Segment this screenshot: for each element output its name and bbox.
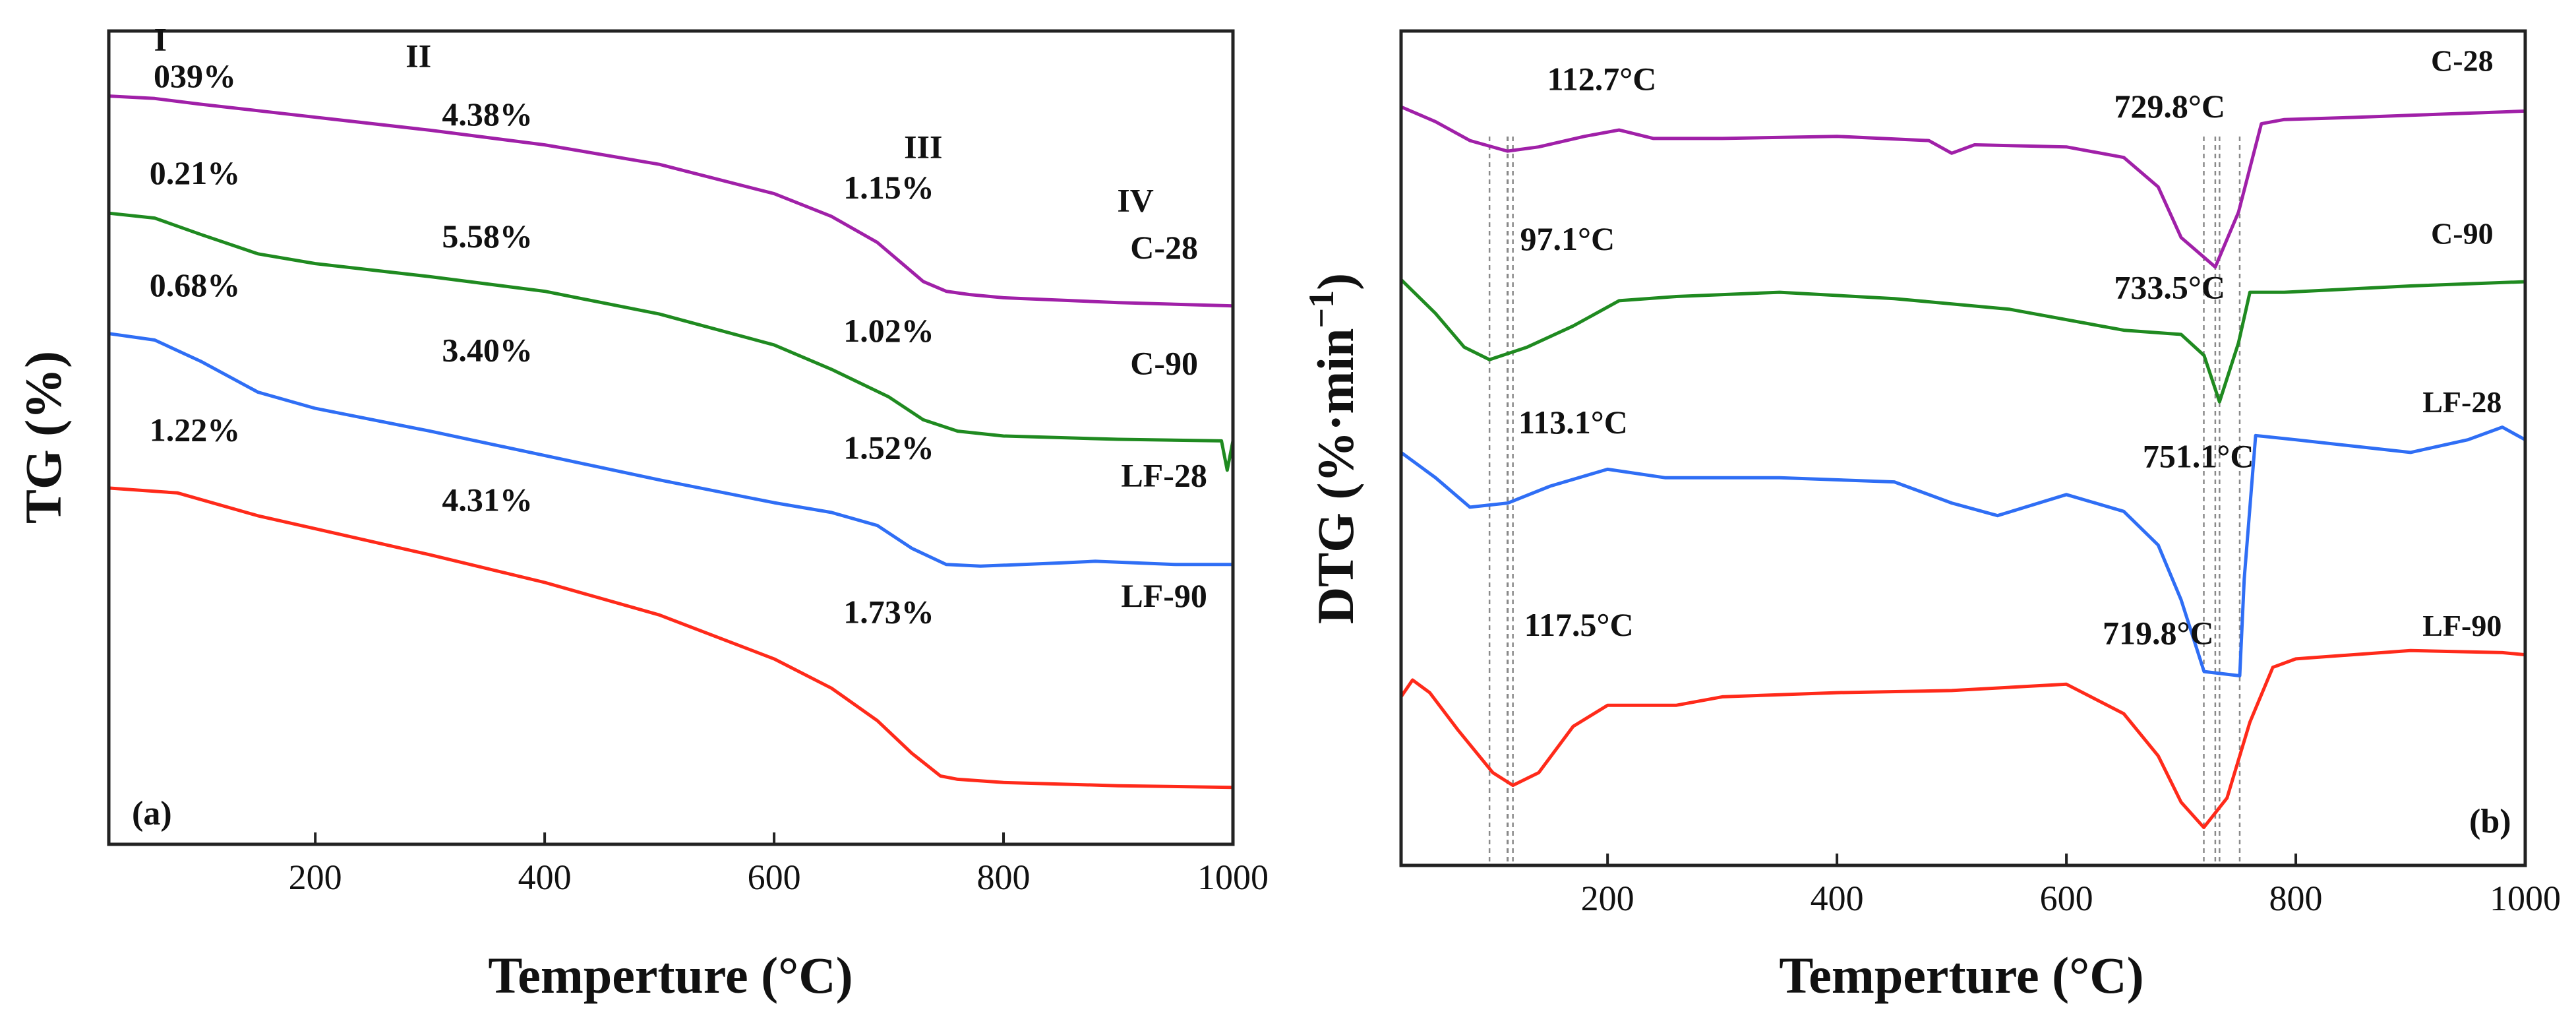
dtg-panel: 200 400 600 800 1000 112.7°C 729.8°C 97.1°C 733… bbox=[1302, 29, 2561, 1004]
dtg-y-axis-title-close: ) bbox=[1307, 273, 1364, 290]
dtg-annotation: 729.8°C bbox=[2114, 88, 2225, 125]
tg-region-label: III bbox=[904, 128, 942, 165]
dtg-x-tick-label: 600 bbox=[2040, 879, 2093, 918]
tg-series-label-c-90: C-90 bbox=[1130, 344, 1198, 381]
dtg-series-label-lf-28: LF-28 bbox=[2422, 385, 2501, 419]
tg-annotation: 0.21% bbox=[150, 154, 241, 191]
dtg-x-tick-label: 200 bbox=[1581, 879, 1634, 918]
dtg-curve-lf-28 bbox=[1399, 425, 2527, 677]
tg-series-label-lf-28: LF-28 bbox=[1121, 456, 1207, 493]
tg-series-labels: C-28 C-90 LF-28 LF-90 bbox=[1121, 229, 1207, 614]
tg-annotation: 1.22% bbox=[150, 411, 241, 448]
tg-panel: 200 400 600 800 1000 039% 4.38% 1.15% 0.21% 5.58… bbox=[15, 21, 1269, 1004]
dtg-y-axis-title: DTG (%·min−1) bbox=[1302, 273, 1364, 624]
dtg-annotation: 733.5°C bbox=[2114, 269, 2225, 306]
dtg-curve-lf-90 bbox=[1399, 648, 2527, 829]
tg-x-axis-title: Temperture (°C) bbox=[488, 947, 853, 1004]
dtg-x-axis-title: Temperture (°C) bbox=[1779, 947, 2143, 1004]
tg-plot-frame bbox=[107, 29, 1235, 846]
dtg-annotation: 112.7°C bbox=[1547, 60, 1657, 97]
tg-curve-lf-90 bbox=[107, 486, 1235, 790]
tg-y-axis-title: TG (%) bbox=[15, 351, 72, 524]
tg-annotation: 5.58% bbox=[442, 218, 533, 255]
tg-annotation: 0.68% bbox=[150, 266, 241, 303]
dtg-x-tick-label: 1000 bbox=[2490, 879, 2561, 918]
dtg-curve-c-28 bbox=[1399, 105, 2527, 269]
tg-x-ticks: 200 400 600 800 1000 bbox=[289, 832, 1269, 897]
tg-series-label-c-28: C-28 bbox=[1130, 229, 1198, 266]
tg-x-tick-label: 1000 bbox=[1197, 858, 1269, 897]
dtg-annotations: 112.7°C 729.8°C 97.1°C 733.5°C 113.1°C 751.1°… bbox=[1518, 60, 2254, 651]
dtg-annotation: 751.1°C bbox=[2143, 437, 2254, 474]
dtg-plot-frame bbox=[1399, 29, 2527, 867]
tg-x-tick-label: 200 bbox=[289, 858, 342, 897]
dtg-x-tick-label: 800 bbox=[2269, 879, 2323, 918]
tg-region-label: I bbox=[154, 21, 167, 58]
tg-x-tick-label: 800 bbox=[977, 858, 1031, 897]
dtg-y-axis-title-main: DTG (%·min bbox=[1307, 328, 1364, 625]
tg-x-tick-label: 600 bbox=[748, 858, 801, 897]
tg-annotation: 3.40% bbox=[442, 332, 533, 369]
tg-curve-lf-28 bbox=[107, 332, 1235, 568]
tg-annotations: 039% 4.38% 1.15% 0.21% 5.58% 1.02% 0.68% 3.40% 1… bbox=[150, 21, 1154, 631]
tg-region-label: II bbox=[405, 37, 431, 74]
dtg-curves bbox=[1399, 105, 2527, 829]
dtg-annotation: 113.1°C bbox=[1518, 404, 1628, 441]
dtg-series-labels: C-28 C-90 LF-28 LF-90 bbox=[2422, 44, 2501, 642]
tg-curve-c-90 bbox=[107, 211, 1235, 472]
dtg-x-tick-label: 400 bbox=[1811, 879, 1864, 918]
dtg-curve-c-90 bbox=[1399, 278, 2527, 404]
tg-annotation: 1.02% bbox=[843, 312, 934, 349]
tg-curves bbox=[107, 94, 1235, 790]
tg-annotation: 1.52% bbox=[843, 429, 934, 466]
dtg-y-axis-title-superscript: −1 bbox=[1302, 290, 1341, 328]
tg-panel-label: (a) bbox=[132, 795, 172, 832]
tg-annotation: 1.73% bbox=[843, 594, 934, 631]
dtg-annotation: 97.1°C bbox=[1520, 220, 1615, 257]
dtg-annotation: 719.8°C bbox=[2103, 615, 2214, 652]
dtg-series-label-c-90: C-90 bbox=[2431, 217, 2494, 251]
tg-annotation: 4.31% bbox=[442, 481, 533, 518]
tg-series-label-lf-90: LF-90 bbox=[1121, 577, 1207, 614]
tg-region-label: IV bbox=[1117, 182, 1154, 219]
tg-curve-c-28 bbox=[107, 94, 1235, 308]
tg-annotation: 039% bbox=[154, 57, 236, 94]
tg-annotation: 4.38% bbox=[442, 96, 533, 133]
dtg-series-label-lf-90: LF-90 bbox=[2422, 609, 2501, 642]
tg-annotation: 1.15% bbox=[843, 169, 934, 206]
dtg-x-ticks: 200 400 600 800 1000 bbox=[1581, 854, 2561, 918]
dtg-panel-label: (b) bbox=[2469, 803, 2511, 840]
tg-x-tick-label: 400 bbox=[518, 858, 572, 897]
dtg-series-label-c-28: C-28 bbox=[2431, 44, 2494, 78]
dtg-annotation: 117.5°C bbox=[1524, 606, 1634, 643]
